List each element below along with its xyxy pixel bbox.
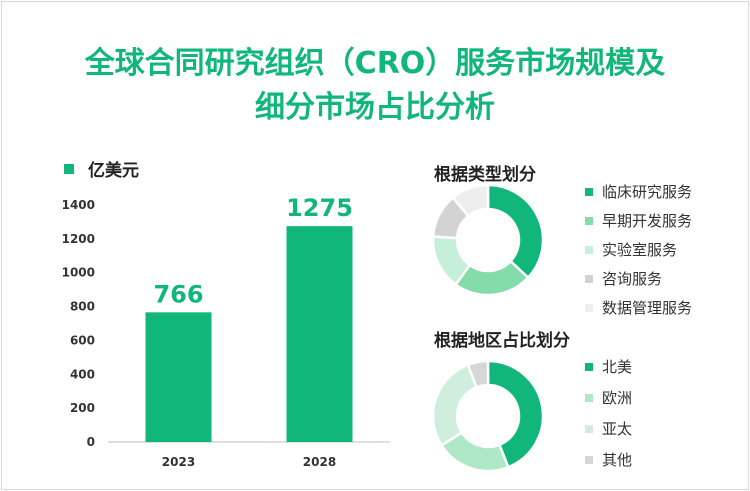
legend-swatch — [585, 275, 593, 283]
legend-item: 咨询服务 — [585, 268, 662, 289]
legend-label: 数据管理服务 — [602, 297, 692, 318]
legend-swatch — [585, 394, 593, 402]
legend-item: 数据管理服务 — [585, 297, 692, 318]
legend-label: 亚太 — [602, 418, 632, 439]
legend-item: 实验室服务 — [585, 239, 677, 260]
legend-swatch — [585, 304, 593, 312]
legend-item: 欧洲 — [585, 387, 632, 408]
legend-label: 临床研究服务 — [602, 181, 692, 202]
legend-label: 欧洲 — [602, 387, 632, 408]
donut-slice-临床研究服务 — [488, 185, 543, 278]
legend-label: 实验室服务 — [602, 239, 677, 260]
legend-swatch — [585, 217, 593, 225]
legend-swatch — [585, 363, 593, 371]
legend-item: 其他 — [585, 449, 632, 470]
type-donut-title: 根据类型划分 — [434, 160, 536, 185]
legend-label: 北美 — [602, 356, 632, 377]
legend-label: 早期开发服务 — [602, 210, 692, 231]
legend-swatch — [585, 188, 593, 196]
legend-swatch — [585, 425, 593, 433]
legend-label: 咨询服务 — [602, 268, 662, 289]
legend-item: 临床研究服务 — [585, 181, 692, 202]
legend-item: 早期开发服务 — [585, 210, 692, 231]
donut-slice-亚太 — [433, 365, 477, 446]
legend-swatch — [585, 456, 593, 464]
legend-swatch — [585, 246, 593, 254]
legend-item: 北美 — [585, 356, 632, 377]
region-donut-title: 根据地区占比划分 — [434, 326, 570, 351]
legend-label: 其他 — [602, 449, 632, 470]
legend-item: 亚太 — [585, 418, 632, 439]
